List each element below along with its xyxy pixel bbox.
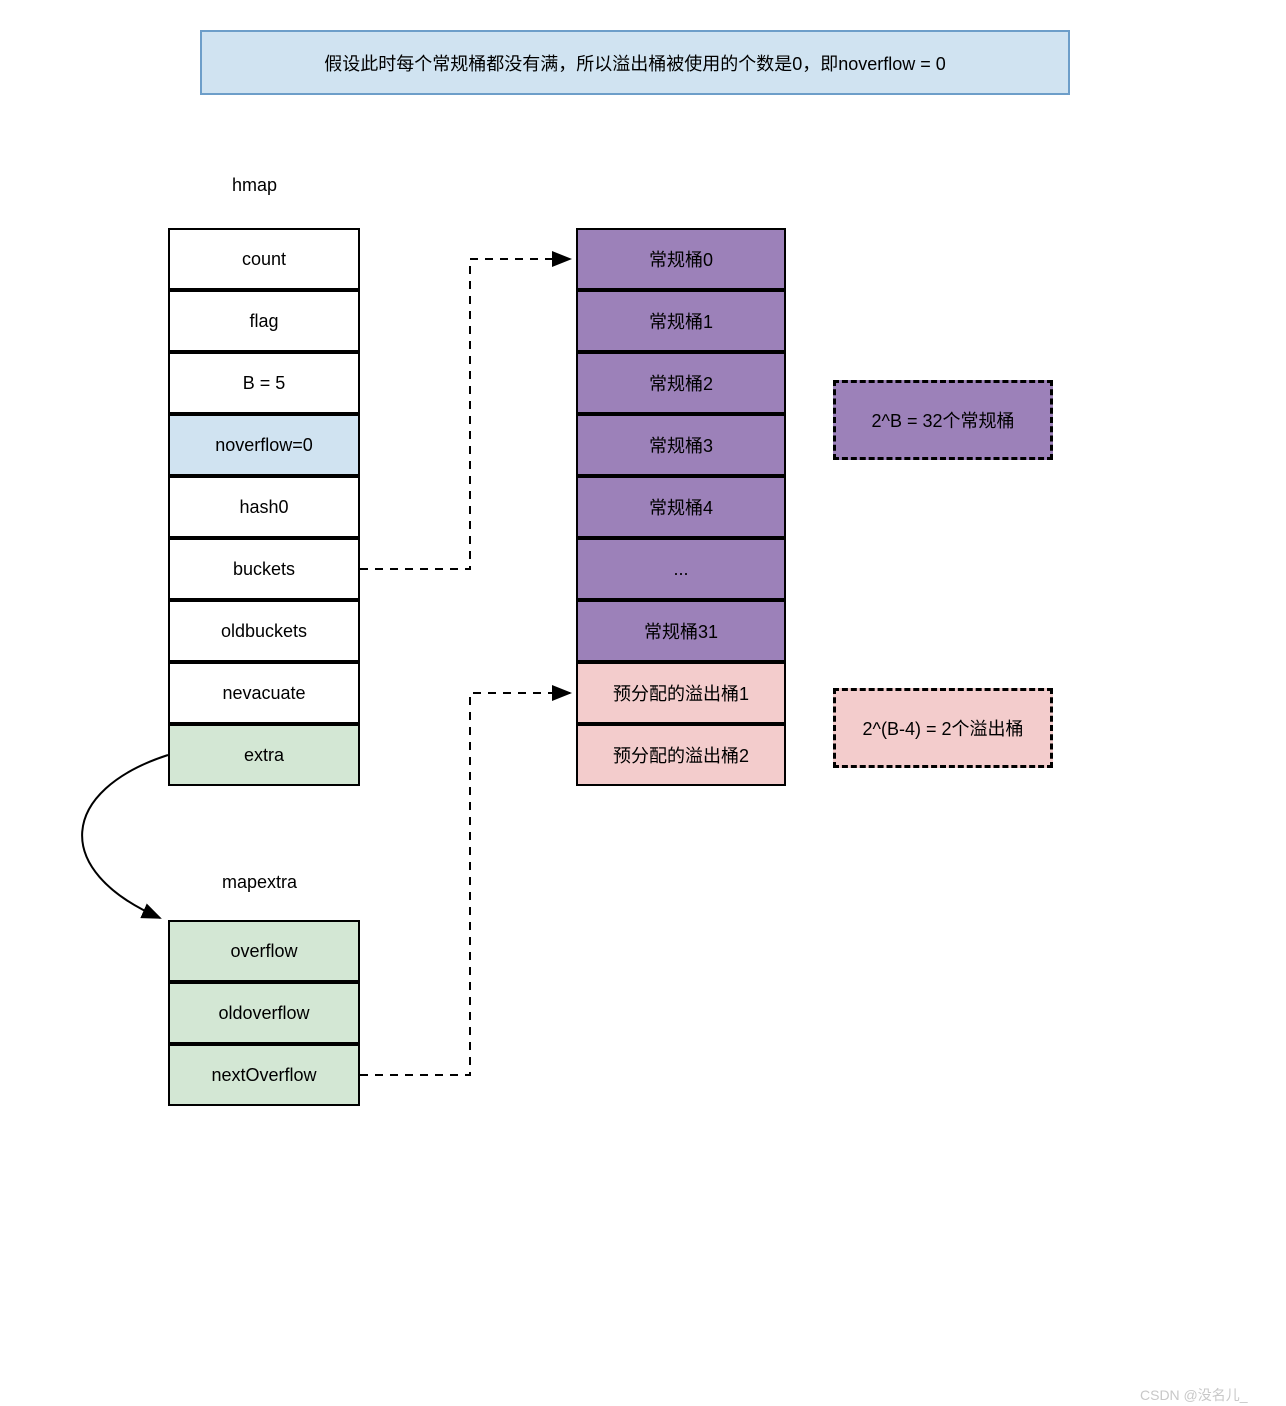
watermark: CSDN @没名儿_ [1140, 1385, 1248, 1405]
bucket-overflow-2: 预分配的溢出桶2 [576, 724, 786, 786]
cell-label: 常规桶1 [649, 308, 713, 334]
cell-label: noverflow=0 [215, 435, 313, 456]
note-normal-buckets: 2^B = 32个常规桶 [833, 380, 1053, 460]
hmap-field-count: count [168, 228, 360, 290]
cell-label: 预分配的溢出桶1 [613, 680, 749, 706]
cell-label: 常规桶3 [649, 432, 713, 458]
cell-label: nextOverflow [211, 1065, 316, 1086]
arrow-buckets-to-normal [360, 259, 570, 569]
cell-label: hash0 [239, 497, 288, 518]
hmap-field-extra: extra [168, 724, 360, 786]
cell-label: flag [249, 311, 278, 332]
cell-label: oldbuckets [221, 621, 307, 642]
arrow-nextoverflow-to-overflow [360, 693, 570, 1075]
assumption-banner: 假设此时每个常规桶都没有满，所以溢出桶被使用的个数是0，即noverflow =… [200, 30, 1070, 95]
note-overflow-buckets: 2^(B-4) = 2个溢出桶 [833, 688, 1053, 768]
bucket-normal-31: 常规桶31 [576, 600, 786, 662]
cell-label: 预分配的溢出桶2 [613, 742, 749, 768]
cell-label: oldoverflow [218, 1003, 309, 1024]
cell-label: buckets [233, 559, 295, 580]
bucket-normal-0: 常规桶0 [576, 228, 786, 290]
arrow-extra-to-mapextra [82, 755, 168, 918]
bucket-normal-ellipsis: ... [576, 538, 786, 600]
mapextra-title: mapextra [222, 872, 297, 893]
cell-label: overflow [230, 941, 297, 962]
hmap-field-buckets: buckets [168, 538, 360, 600]
hmap-field-noverflow: noverflow=0 [168, 414, 360, 476]
cell-label: 常规桶31 [644, 618, 718, 644]
cell-label: 常规桶4 [649, 494, 713, 520]
cell-label: B = 5 [243, 373, 286, 394]
hmap-field-oldbuckets: oldbuckets [168, 600, 360, 662]
mapextra-overflow: overflow [168, 920, 360, 982]
cell-label: 常规桶0 [649, 246, 713, 272]
cell-label: ... [673, 559, 688, 580]
bucket-normal-3: 常规桶3 [576, 414, 786, 476]
bucket-normal-1: 常规桶1 [576, 290, 786, 352]
hmap-field-hash0: hash0 [168, 476, 360, 538]
note-text: 2^B = 32个常规桶 [872, 407, 1015, 433]
hmap-field-flag: flag [168, 290, 360, 352]
note-text: 2^(B-4) = 2个溢出桶 [863, 715, 1024, 741]
cell-label: nevacuate [222, 683, 305, 704]
mapextra-nextoverflow: nextOverflow [168, 1044, 360, 1106]
hmap-title: hmap [232, 175, 277, 196]
hmap-field-nevacuate: nevacuate [168, 662, 360, 724]
bucket-normal-2: 常规桶2 [576, 352, 786, 414]
cell-label: extra [244, 745, 284, 766]
bucket-overflow-1: 预分配的溢出桶1 [576, 662, 786, 724]
assumption-text: 假设此时每个常规桶都没有满，所以溢出桶被使用的个数是0，即noverflow =… [324, 50, 946, 76]
mapextra-oldoverflow: oldoverflow [168, 982, 360, 1044]
hmap-field-b: B = 5 [168, 352, 360, 414]
cell-label: 常规桶2 [649, 370, 713, 396]
cell-label: count [242, 249, 286, 270]
bucket-normal-4: 常规桶4 [576, 476, 786, 538]
